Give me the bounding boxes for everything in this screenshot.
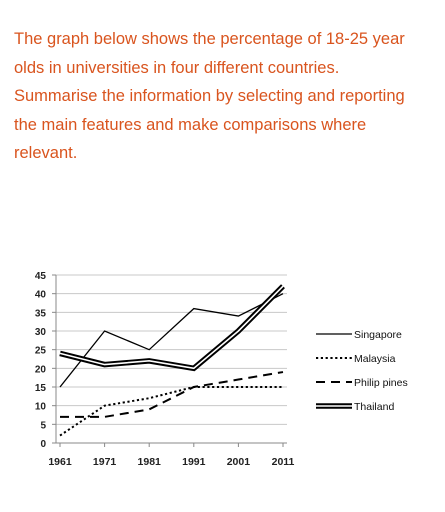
legend-label-thailand: Thailand: [354, 401, 394, 413]
y-tick-label: 5: [40, 420, 46, 431]
legend-label-malaysia: Malaysia: [354, 353, 396, 365]
line-chart-svg: 0 5 10 15 20 25 30 35 40 45 1961 1971 1981 1991 2001 20…: [35, 271, 408, 468]
prompt-line: the main features and make comparisons w…: [14, 115, 367, 134]
legend-label-singapore: Singapore: [354, 329, 402, 341]
prompt-line: The graph below shows the percentage of …: [14, 30, 405, 48]
prompt-line: Summarise the information by selecting a…: [14, 87, 405, 105]
line-chart: 0 5 10 15 20 25 30 35 40 45 1961 1971 1981 1991 2001 20…: [0, 255, 445, 480]
y-tick-label: 20: [35, 364, 47, 375]
prompt-line: olds in universities in four different c…: [14, 58, 340, 77]
x-tick-label: 1961: [48, 456, 72, 468]
x-tick-label: 1971: [93, 456, 117, 468]
y-tick-label: 40: [35, 290, 47, 301]
y-tick-label: 10: [35, 402, 47, 413]
legend-label-philippines: Philip pines: [354, 377, 408, 389]
task-prompt: The graph below shows the percentage of …: [14, 25, 434, 168]
y-tick-label: 45: [35, 271, 47, 282]
series-line-singapore: [59, 293, 284, 388]
x-tick-label: 1991: [182, 456, 206, 468]
x-tick-label: 2001: [227, 456, 251, 468]
series-line-philippines: [60, 371, 284, 418]
y-tick-label: 0: [40, 439, 46, 450]
series-line-malaysia: [59, 386, 283, 437]
x-tick-label: 1981: [138, 456, 162, 468]
y-tick-label: 30: [35, 327, 47, 338]
series-line-thailand-outer: [59, 284, 285, 372]
prompt-line: relevant.: [14, 144, 78, 162]
y-tick-label: 15: [35, 383, 47, 394]
x-tick-label: 2011: [272, 456, 295, 468]
y-tick-label: 25: [35, 346, 47, 357]
series-line-thailand-inner: [59, 285, 284, 370]
y-tick-label: 35: [35, 308, 47, 319]
